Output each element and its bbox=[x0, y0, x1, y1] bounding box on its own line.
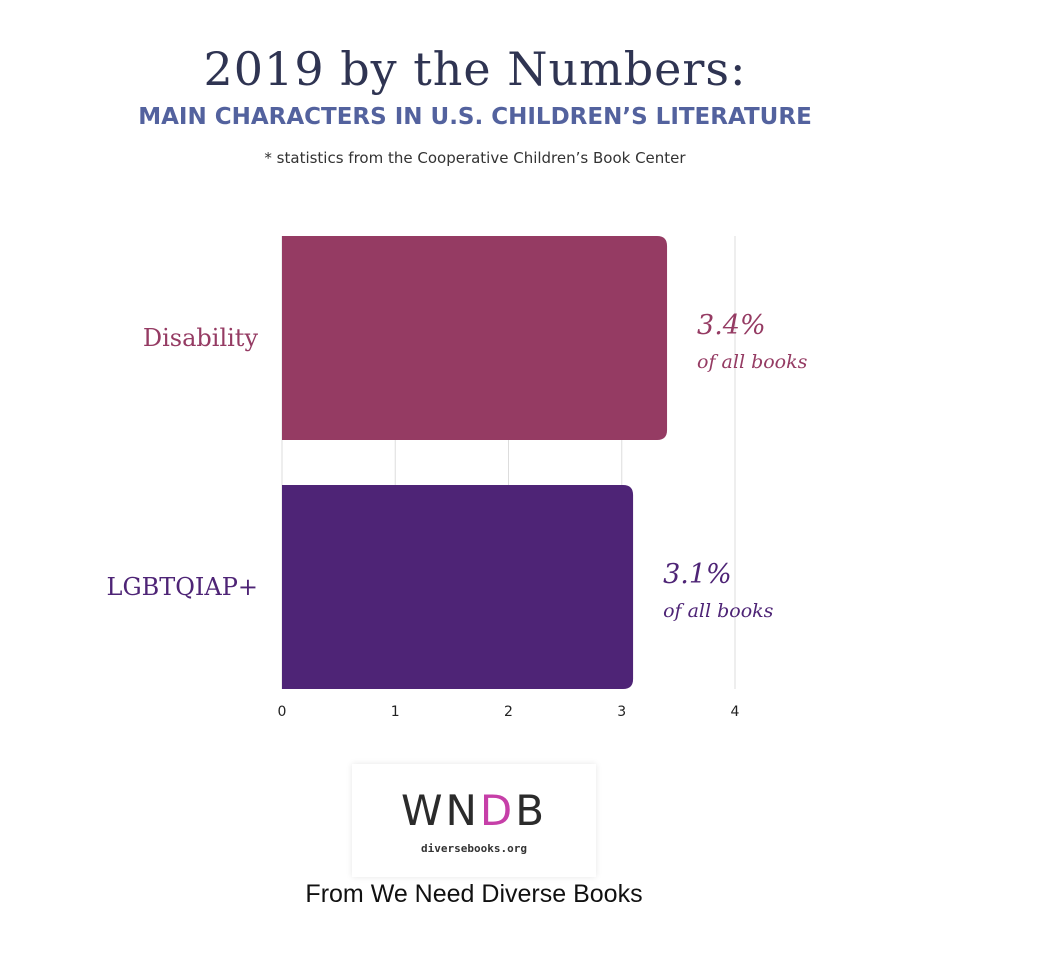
data-label: 3.4% bbox=[697, 310, 766, 341]
labels: 0 1 2 3 4 Disability 3.4% of all books LGBTQIAP+… bbox=[107, 310, 808, 720]
chart-title: 2019 by the Numbers: bbox=[203, 42, 747, 96]
category-label: Disability bbox=[143, 324, 259, 352]
category-label: LGBTQIAP+ bbox=[107, 573, 259, 601]
credit-caption: From We Need Diverse Books bbox=[305, 880, 643, 908]
x-tick-label: 0 bbox=[278, 704, 287, 720]
bar-disability bbox=[282, 236, 668, 440]
x-tick-label: 2 bbox=[504, 704, 513, 720]
chart-subtitle: MAIN CHARACTERS IN U.S. CHILDREN’S LITER… bbox=[138, 104, 812, 130]
bar-lgbtqiap bbox=[282, 485, 634, 689]
logo-mark: WNDB bbox=[352, 786, 596, 835]
data-label: 3.1% bbox=[663, 559, 732, 590]
source-note: * statistics from the Cooperative Childr… bbox=[264, 149, 686, 167]
x-tick-label: 4 bbox=[731, 704, 740, 720]
logo-mark-accent: D bbox=[479, 786, 516, 835]
logo-mark-suffix: B bbox=[515, 786, 548, 835]
logo-url: diversebooks.org bbox=[421, 842, 527, 855]
bars bbox=[282, 236, 668, 689]
data-sublabel: of all books bbox=[697, 351, 808, 373]
wndb-logo: WNDB diversebooks.org bbox=[352, 764, 596, 877]
logo-mark-prefix: WN bbox=[400, 786, 480, 835]
x-tick-label: 3 bbox=[617, 704, 626, 720]
x-tick-label: 1 bbox=[391, 704, 400, 720]
data-sublabel: of all books bbox=[663, 600, 774, 622]
